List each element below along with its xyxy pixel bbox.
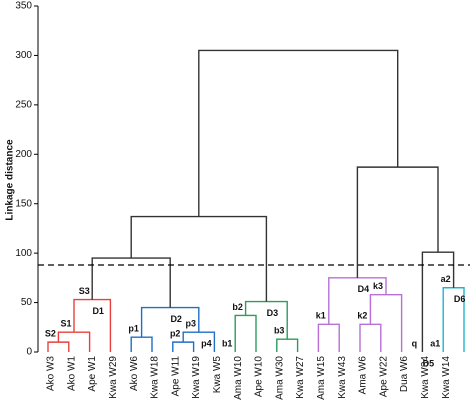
link (359, 323, 382, 352)
link (276, 338, 299, 352)
leaf-label: Ako W1 (66, 356, 77, 391)
annotation: b2 (232, 302, 243, 312)
annotation: D2 (170, 314, 182, 324)
y-tick-label: 200 (15, 149, 32, 160)
y-tick-label: 150 (15, 198, 32, 209)
leaf-label: Kwa W18 (150, 356, 161, 399)
leaf-label: Kwa W29 (108, 356, 119, 399)
annotation: p4 (201, 338, 212, 348)
annotation: D5 (423, 358, 435, 368)
annotation: S1 (60, 319, 71, 329)
leaf-label: Ama W15 (316, 356, 327, 400)
link (421, 251, 455, 352)
link (73, 298, 112, 352)
leaf-label: Ama W6 (358, 356, 369, 395)
annotation: q (412, 338, 418, 348)
annotation: p1 (128, 324, 139, 334)
annotation: p2 (170, 328, 181, 338)
y-axis-label: Linkage distance (5, 139, 16, 221)
leaf-label: Ape W10 (254, 356, 265, 398)
link (198, 49, 399, 217)
annotation: b1 (222, 338, 233, 348)
leaf-label: Kwa W34 (420, 356, 431, 399)
link (244, 300, 288, 340)
leaf-label: Ape W22 (378, 356, 389, 398)
y-tick-label: 50 (21, 297, 33, 308)
annotation: k2 (357, 311, 367, 321)
link (130, 336, 153, 352)
link (356, 166, 439, 278)
link (369, 293, 403, 352)
link (47, 341, 70, 352)
leaf-label: Kwa W5 (212, 356, 223, 394)
link (91, 257, 171, 308)
leaf-label: Kwa W19 (191, 356, 202, 399)
annotation: a2 (441, 274, 451, 284)
leaf-label: Kwa W14 (441, 356, 452, 399)
y-tick-label: 100 (15, 248, 32, 259)
leaf-label: Kwa W43 (337, 356, 348, 399)
leaf-label: Ama W10 (233, 356, 244, 400)
annotation: S3 (79, 286, 90, 296)
link (172, 341, 195, 352)
y-tick-label: 0 (26, 347, 32, 358)
link (317, 323, 340, 352)
link (182, 331, 216, 352)
annotation: D4 (358, 284, 370, 294)
annotation: b3 (274, 326, 285, 336)
leaf-label: Ako W6 (129, 356, 140, 391)
annotation: k1 (316, 311, 326, 321)
leaf-label: Kwa W27 (295, 356, 306, 399)
y-tick-label: 300 (15, 50, 32, 61)
y-tick-label: 250 (15, 99, 32, 110)
y-tick-label: 350 (15, 1, 32, 12)
leaf-label: Ape W1 (87, 356, 98, 392)
link (130, 215, 268, 302)
annotation: p3 (186, 319, 197, 329)
annotation: a1 (430, 338, 440, 348)
link (57, 331, 91, 352)
leaf-label: Ama W30 (274, 356, 285, 400)
annotation: D1 (92, 306, 104, 316)
leaf-label: Dua W6 (399, 356, 410, 393)
annotation: D3 (267, 308, 279, 318)
link (234, 314, 257, 352)
annotation: k3 (373, 281, 383, 291)
leaf-label: Ape W11 (170, 356, 181, 397)
link (442, 287, 465, 352)
annotation: D6 (454, 294, 466, 304)
leaf-label: Ako W3 (46, 356, 57, 391)
annotation: S2 (45, 328, 56, 338)
